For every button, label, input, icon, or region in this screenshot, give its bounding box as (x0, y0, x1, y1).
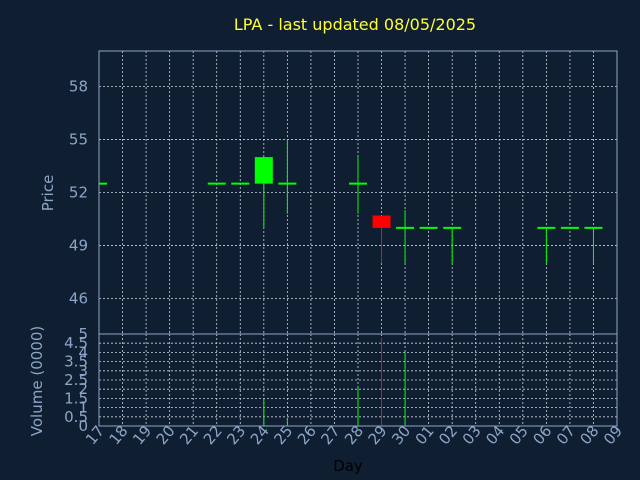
volume-tick-label: 1 (78, 399, 88, 417)
price-tick-label: 55 (69, 130, 88, 148)
candle (537, 226, 556, 264)
candle-body (372, 215, 391, 228)
candle (254, 157, 273, 228)
volume-tick-labels: 00.511.522.533.544.55 (64, 325, 88, 435)
candle (372, 215, 391, 264)
price-tick-label: 52 (69, 184, 88, 202)
volume-grid (99, 333, 617, 427)
volume-tick-label: 2 (78, 380, 88, 398)
candle (584, 226, 603, 264)
volume-axis-label: Volume (0000) (28, 326, 46, 436)
volume-series (263, 337, 453, 426)
price-tick-label: 49 (69, 237, 88, 255)
candle (396, 210, 415, 264)
price-tick-label: 46 (69, 290, 88, 308)
volume-tick-label: 3 (78, 362, 88, 380)
volume-tick-label: 2.5 (64, 371, 88, 389)
candle (278, 139, 297, 214)
volume-plot-frame (98, 333, 618, 427)
day-axis-label: Day (333, 457, 363, 475)
volume-tick-label: 4.5 (64, 334, 88, 352)
candle (443, 226, 462, 264)
volume-tick-label: 5 (78, 325, 88, 343)
candle-body (254, 157, 273, 184)
volume-tick-label: 4 (78, 343, 88, 361)
candlestick-series (99, 139, 603, 264)
candle (349, 157, 367, 214)
volume-tick-label: 0.5 (64, 408, 88, 426)
volume-tick-label: 1.5 (64, 389, 88, 407)
volume-tick-label: 3.5 (64, 353, 88, 371)
volume-tick-label: 0 (78, 417, 88, 435)
price-tick-labels: 46 49 52 55 58 (69, 77, 88, 307)
price-axis-label: Price (39, 175, 57, 212)
price-tick-label: 58 (69, 77, 88, 95)
chart-title: LPA - last updated 08/05/2025 (234, 15, 476, 34)
